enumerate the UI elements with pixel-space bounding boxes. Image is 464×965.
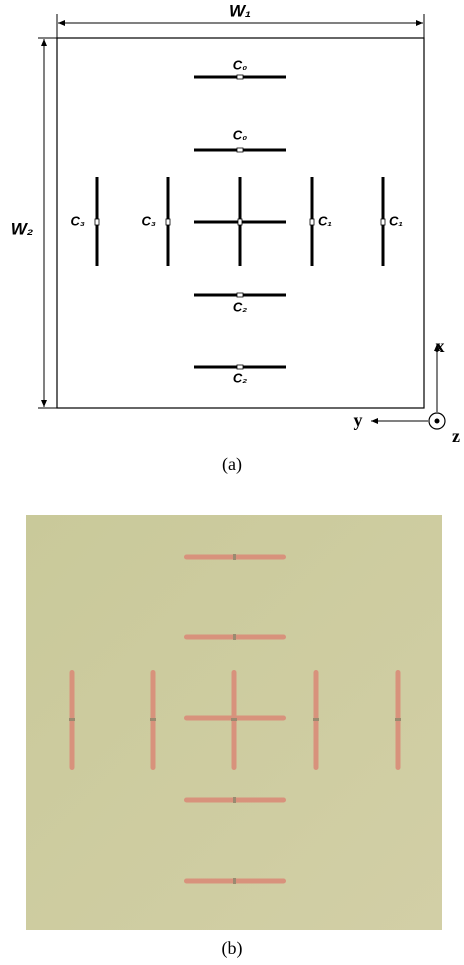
dipoles: C₀ C₀ C₂ C₂ C₃ C₃ C₁ C₁ <box>71 57 403 385</box>
photo-gap <box>150 718 156 721</box>
port-label: C₁ <box>318 213 332 228</box>
feed-port <box>309 218 315 226</box>
caption: (a) <box>222 454 242 475</box>
port-label: C₁ <box>389 213 403 228</box>
z-axis-dot <box>434 418 440 424</box>
x-axis-label: x <box>436 336 445 356</box>
caption: (b) <box>222 938 243 959</box>
width-label: W₁ <box>229 1 251 20</box>
photo-gap <box>233 554 236 560</box>
photo-gap <box>395 718 401 721</box>
photo-gap <box>69 718 75 721</box>
feed-port <box>236 74 244 80</box>
feed-port <box>236 292 244 298</box>
substrate-outline <box>56 37 425 409</box>
port-label: C₃ <box>142 213 156 228</box>
feed-port <box>94 218 100 226</box>
photo-gap <box>233 797 236 803</box>
feed-port <box>165 218 171 226</box>
photo-dipoles <box>69 554 401 884</box>
photo-gap <box>233 634 236 640</box>
y-axis-label: y <box>354 410 363 430</box>
photo-gap <box>233 878 236 884</box>
height-label: W₂ <box>11 219 34 238</box>
z-axis-label: z <box>452 426 460 446</box>
port-label: C₃ <box>71 213 85 228</box>
feed-port <box>236 147 244 153</box>
port-label: C₂ <box>233 299 247 314</box>
photo-gap <box>313 718 319 721</box>
feed-port <box>237 218 243 226</box>
port-label: C₀ <box>233 57 248 72</box>
port-label: C₀ <box>233 127 248 142</box>
photo-gap <box>231 718 237 721</box>
port-label: C₂ <box>233 370 247 385</box>
feed-port <box>380 218 386 226</box>
feed-port <box>236 364 244 370</box>
